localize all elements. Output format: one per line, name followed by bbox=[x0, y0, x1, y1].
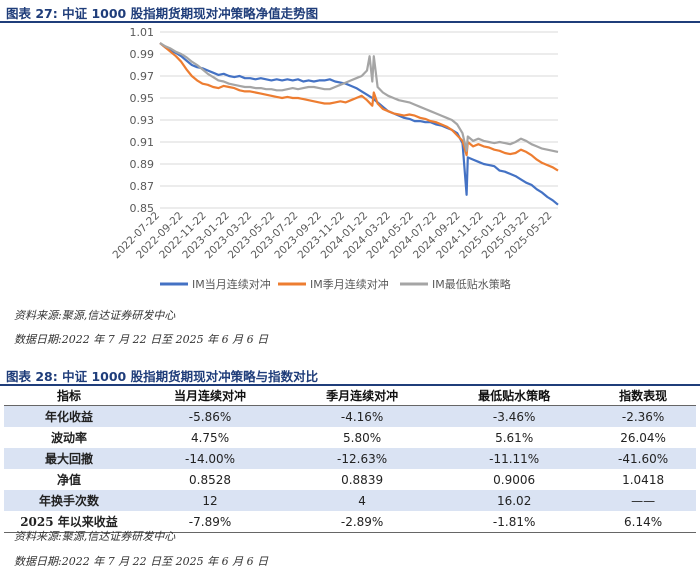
y-tick-label: 0.91 bbox=[130, 136, 155, 149]
figure-27-source: 资料来源:聚源,信达证券研发中心 bbox=[14, 309, 176, 322]
table-header: 最低贴水策略 bbox=[438, 386, 591, 406]
series-line-0 bbox=[159, 42, 559, 206]
net-value-line-chart: 0.85 0.87 0.89 0.91 0.93 0.95 0.97 0.99 1.01 202… bbox=[110, 26, 559, 291]
figure-28-title-rule bbox=[0, 384, 700, 386]
table-header: 指数表现 bbox=[590, 386, 696, 406]
legend-label: IM当月连续对冲 bbox=[192, 277, 271, 291]
table-cell: -14.00% bbox=[134, 448, 287, 469]
table-row: 2025 年以来收益 -7.89% -2.89% -1.81% 6.14% bbox=[4, 511, 696, 533]
table-cell: 4.75% bbox=[190, 430, 230, 445]
legend-label: IM最低贴水策略 bbox=[432, 277, 511, 291]
table-cell: 0.9006 bbox=[493, 472, 536, 487]
legend-label: IM季月连续对冲 bbox=[310, 277, 389, 291]
y-tick-label: 0.93 bbox=[130, 114, 155, 127]
figure-28-source: 资料来源:聚源,信达证券研发中心 bbox=[14, 530, 176, 543]
table-cell: 1.0418 bbox=[622, 472, 665, 487]
table-cell: -4.16% bbox=[286, 405, 439, 427]
figure-27-title-rule bbox=[0, 21, 700, 23]
table-header: 当月连续对冲 bbox=[134, 386, 287, 406]
table-header: 指标 bbox=[4, 386, 134, 406]
row-label: 年换手次数 bbox=[4, 490, 134, 511]
y-tick-label: 0.89 bbox=[130, 158, 155, 171]
table-cell: 4 bbox=[286, 490, 439, 511]
table-row: 净值 0.8528 0.8839 0.9006 1.0418 bbox=[4, 469, 696, 490]
chart-y-ticks: 0.85 0.87 0.89 0.91 0.93 0.95 0.97 0.99 1.01 bbox=[130, 26, 155, 215]
row-label: 最大回撤 bbox=[4, 448, 134, 469]
legend-item: IM季月连续对冲 bbox=[278, 277, 389, 291]
legend-item: IM最低贴水策略 bbox=[400, 277, 511, 291]
table-cell: 16.02 bbox=[438, 490, 591, 511]
row-label: 净值 bbox=[56, 473, 81, 487]
table-cell: -11.11% bbox=[438, 448, 591, 469]
table-cell: -1.81% bbox=[438, 511, 591, 533]
table-row: 最大回撤 -14.00% -12.63% -11.11% -41.60% bbox=[4, 448, 696, 469]
row-label: 2025 年以来收益 bbox=[4, 511, 134, 533]
table-cell: -2.89% bbox=[286, 511, 439, 533]
table-cell: -5.86% bbox=[134, 405, 287, 427]
chart-x-ticks: 2022-07-222022-09-222022-11-222023-01-22… bbox=[110, 210, 554, 262]
table-cell: 12 bbox=[134, 490, 287, 511]
table-cell: —— bbox=[590, 490, 696, 511]
table-cell: -3.46% bbox=[438, 405, 591, 427]
row-label: 年化收益 bbox=[4, 405, 134, 427]
table-header: 季月连续对冲 bbox=[286, 386, 439, 406]
figure-28-date-note: 数据日期:2022 年 7 月 22 日至 2025 年 6 月 6 日 bbox=[14, 555, 269, 568]
y-tick-label: 0.97 bbox=[130, 70, 155, 83]
series-line-1 bbox=[159, 42, 559, 172]
table-cell: -12.63% bbox=[286, 448, 439, 469]
chart-series-lines bbox=[159, 42, 559, 206]
table-cell: -2.36% bbox=[590, 405, 696, 427]
y-tick-label: 0.87 bbox=[130, 180, 155, 193]
table-row: 波动率 4.75% 5.80% 5.61% 26.04% bbox=[4, 427, 696, 448]
series-line-2 bbox=[159, 42, 559, 153]
figure-28-title: 图表 28: 中证 1000 股指期货期现对冲策略与指数对比 bbox=[6, 369, 319, 384]
table-header-row: 指标 当月连续对冲 季月连续对冲 最低贴水策略 指数表现 bbox=[4, 386, 696, 406]
table-cell: 5.80% bbox=[343, 430, 382, 445]
chart-legend: IM当月连续对冲 IM季月连续对冲 IM最低贴水策略 bbox=[160, 277, 511, 291]
y-tick-label: 0.85 bbox=[130, 202, 155, 215]
table-cell: -41.60% bbox=[590, 448, 696, 469]
table-cell: 26.04% bbox=[620, 430, 666, 445]
comparison-table: 指标 当月连续对冲 季月连续对冲 最低贴水策略 指数表现 年化收益 -5.86%… bbox=[4, 386, 696, 533]
table-cell: 5.61% bbox=[495, 430, 534, 445]
table-cell: -7.89% bbox=[134, 511, 287, 533]
figure-27-title: 图表 27: 中证 1000 股指期货期现对冲策略净值走势图 bbox=[6, 6, 319, 21]
table-row: 年化收益 -5.86% -4.16% -3.46% -2.36% bbox=[4, 405, 696, 427]
table-cell: 0.8839 bbox=[341, 472, 384, 487]
row-label: 波动率 bbox=[50, 431, 87, 445]
figure-27-date-note: 数据日期:2022 年 7 月 22 日至 2025 年 6 月 6 日 bbox=[14, 333, 269, 346]
y-tick-label: 0.99 bbox=[130, 48, 155, 61]
y-tick-label: 1.01 bbox=[130, 26, 155, 39]
table-cell: 6.14% bbox=[590, 511, 696, 533]
chart-gridlines bbox=[160, 31, 558, 209]
legend-item: IM当月连续对冲 bbox=[160, 277, 271, 291]
table-cell: 0.8528 bbox=[189, 472, 232, 487]
table-row: 年换手次数 12 4 16.02 —— bbox=[4, 490, 696, 511]
y-tick-label: 0.95 bbox=[130, 92, 155, 105]
